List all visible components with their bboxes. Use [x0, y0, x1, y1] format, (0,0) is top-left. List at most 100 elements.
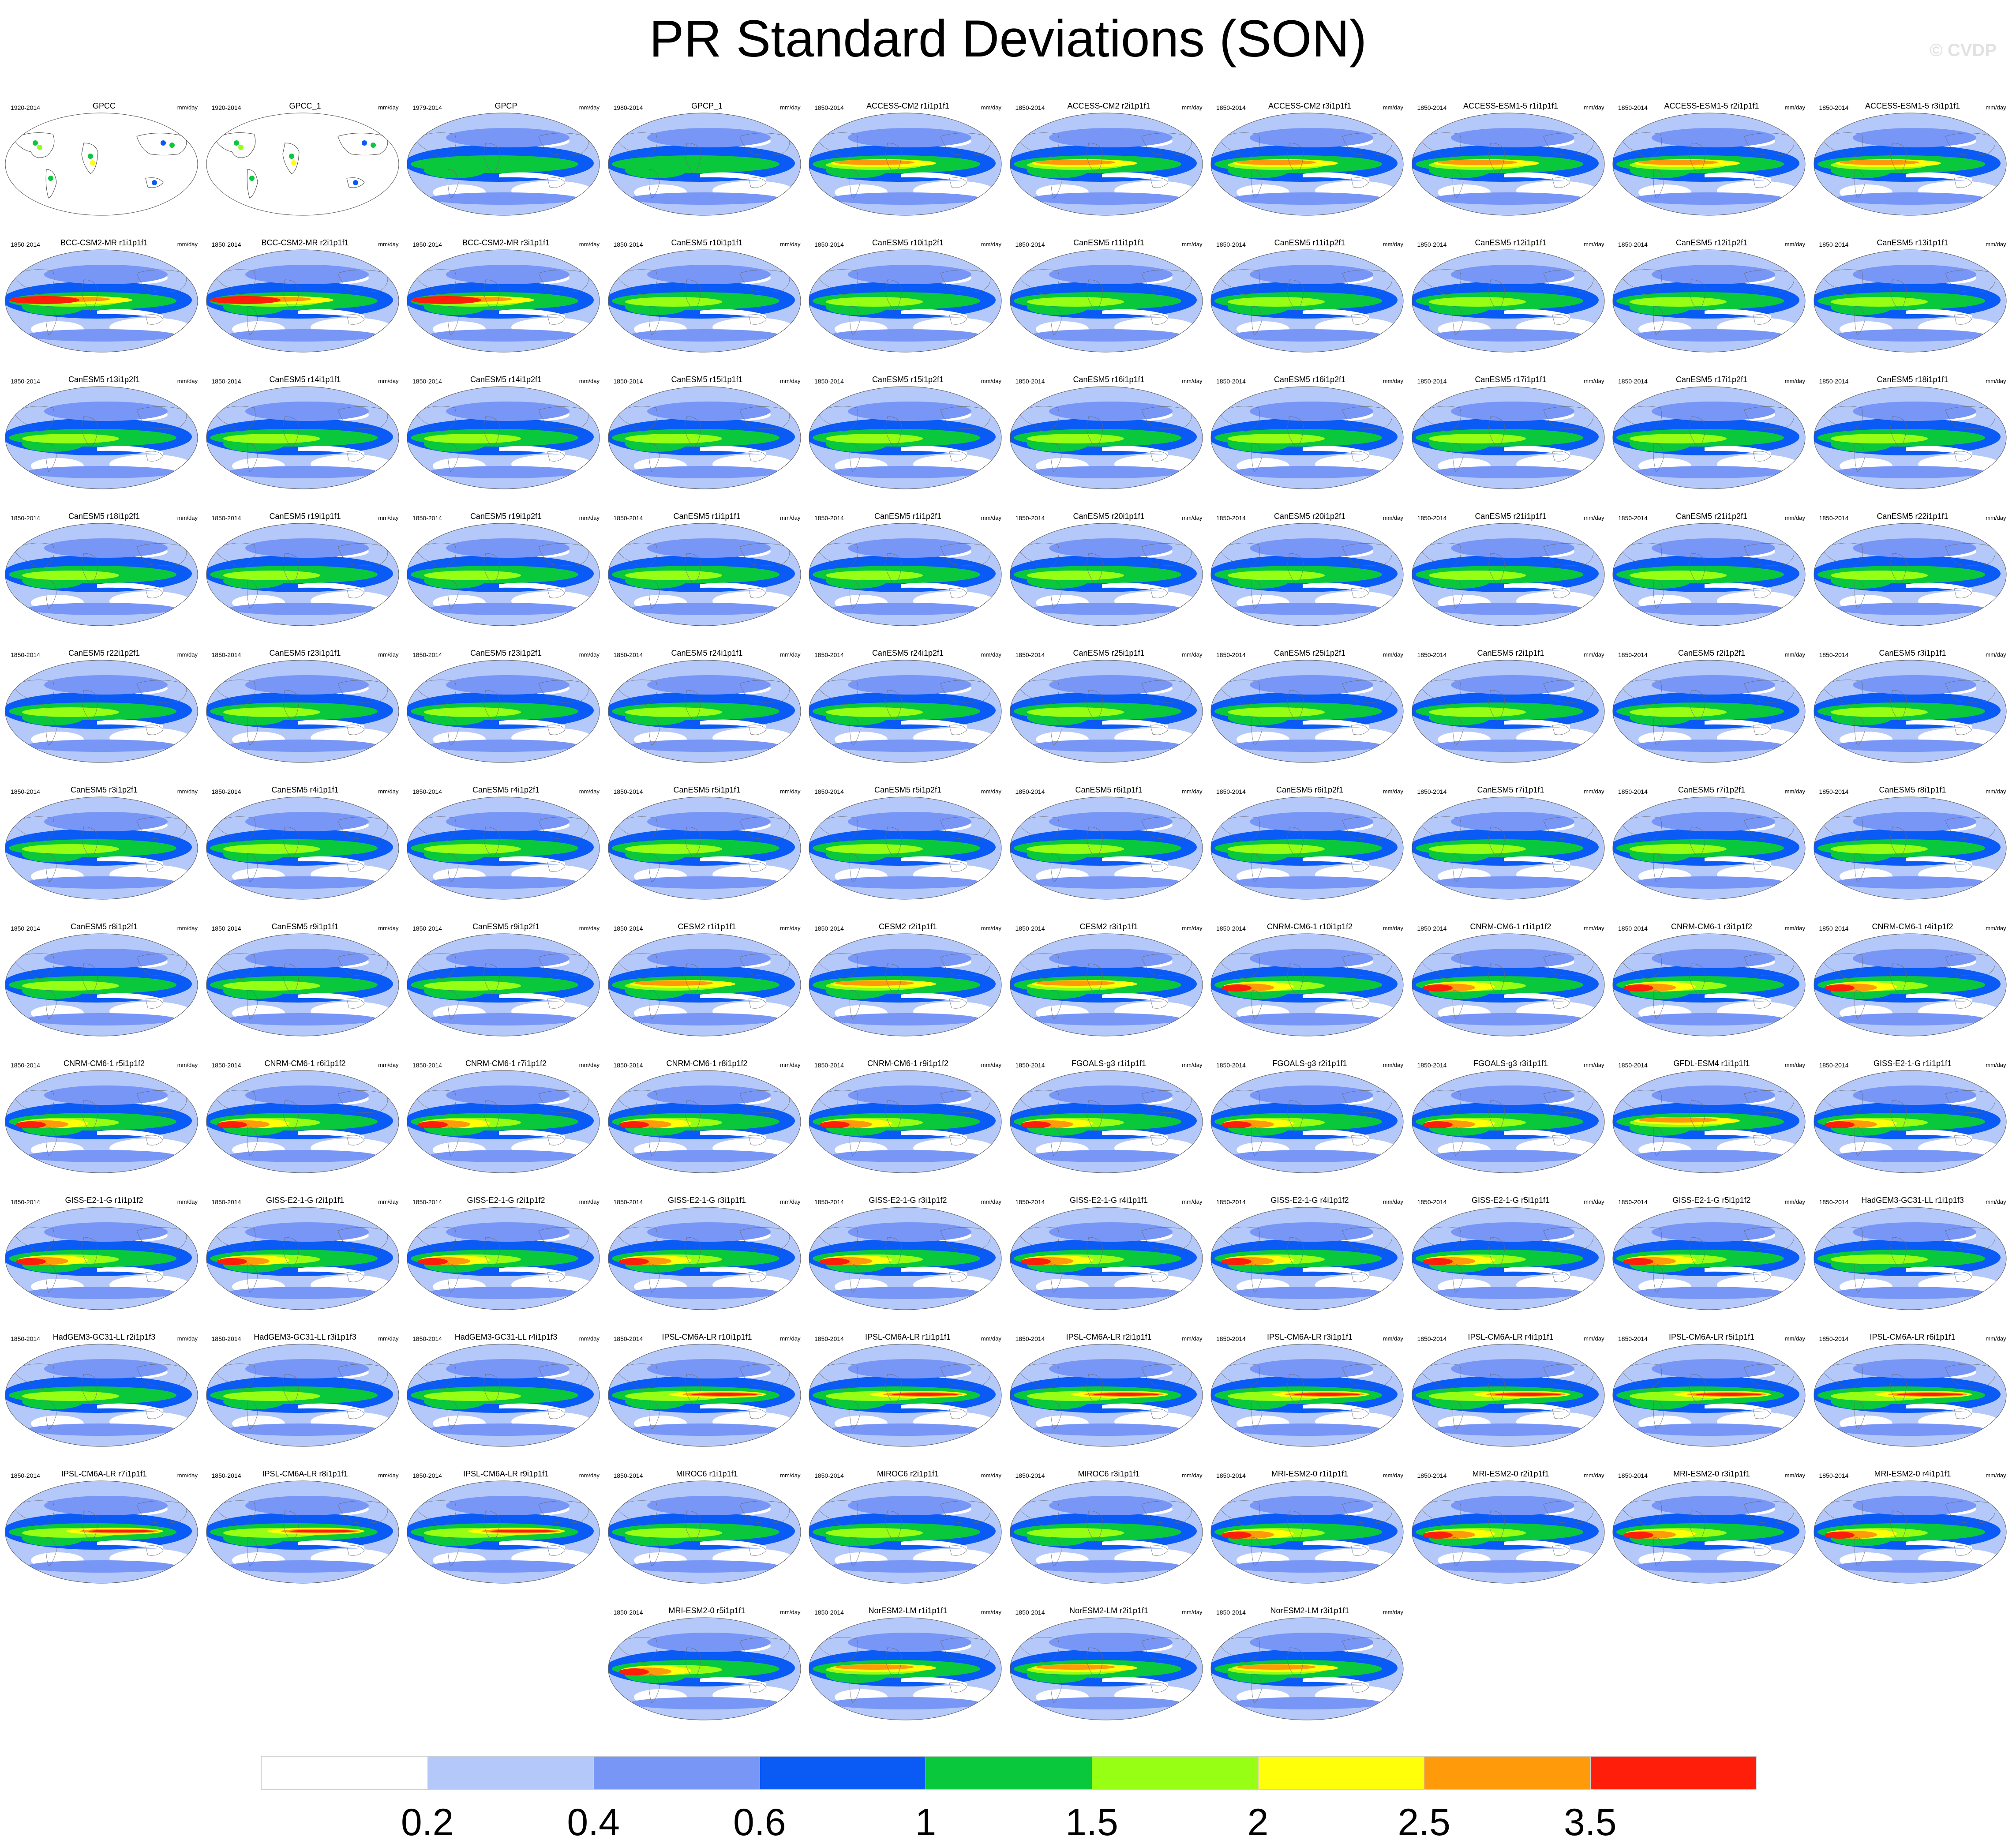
world-map: [1010, 386, 1203, 489]
panel-units: mm/day: [1182, 651, 1203, 658]
world-map: [608, 249, 801, 353]
panel-header: 1850-2014 CanESM5 r19i1p1f1 mm/day: [206, 511, 405, 524]
panel-title: CanESM5 r2i1p2f1: [1678, 649, 1746, 657]
world-map: [5, 796, 198, 900]
panel-period: 1850-2014: [613, 241, 643, 248]
panel-units: mm/day: [1182, 378, 1203, 384]
map-panel: 1850-2014 CanESM5 r21i1p2f1 mm/day: [1612, 511, 1811, 651]
panel-period: 1850-2014: [11, 1198, 40, 1206]
map-panel: 1850-2014 CNRM-CM6-1 r1i1p1f2 mm/day: [1411, 921, 1611, 1062]
panel-period: 1850-2014: [1417, 104, 1447, 111]
panel-period: 1850-2014: [211, 651, 241, 658]
map-panel: 1850-2014 ACCESS-ESM1-5 r3i1p1f1 mm/day: [1813, 101, 2012, 241]
panel-units: mm/day: [1584, 378, 1604, 384]
panel-period: 1850-2014: [1216, 788, 1246, 795]
map-panel: 1850-2014 FGOALS-g3 r2i1p1f1 mm/day: [1210, 1058, 1409, 1198]
world-map: [809, 1207, 1002, 1310]
colorbar-tick-label: 2.5: [1398, 1801, 1450, 1844]
panel-header: 1850-2014 CanESM5 r9i1p2f1 mm/day: [406, 921, 606, 935]
panel-period: 1850-2014: [1216, 515, 1246, 522]
map-panel: 1850-2014 CanESM5 r19i1p1f1 mm/day: [206, 511, 405, 651]
world-map: [1412, 1070, 1604, 1173]
panel-units: mm/day: [1383, 925, 1403, 931]
world-map: [1612, 1070, 1806, 1173]
panel-period: 1850-2014: [1618, 104, 1648, 111]
map-panel: 1850-2014 CanESM5 r4i1p2f1 mm/day: [406, 785, 606, 925]
panel-period: 1850-2014: [613, 1062, 643, 1069]
panel-period: 1850-2014: [1618, 241, 1648, 248]
panel-title: CanESM5 r2i1p1f1: [1477, 649, 1544, 657]
panel-period: 1850-2014: [11, 241, 40, 248]
panel-title: GPCP_1: [691, 101, 723, 110]
panel-period: 1850-2014: [1015, 241, 1045, 248]
panel-title: MRI-ESM2-0 r1i1p1f1: [1271, 1469, 1349, 1478]
world-map: [608, 660, 801, 763]
panel-units: mm/day: [1584, 515, 1604, 521]
panel-units: mm/day: [780, 1472, 801, 1479]
panel-header: 1850-2014 IPSL-CM6A-LR r4i1p1f1 mm/day: [1411, 1332, 1611, 1345]
panel-units: mm/day: [1784, 1062, 1805, 1068]
map-panel: 1920-2014 GPCC mm/day: [4, 101, 204, 241]
panel-title: GISS-E2-1-G r2i1p1f2: [467, 1196, 545, 1205]
panel-header: 1850-2014 CanESM5 r16i1p1f1 mm/day: [1009, 374, 1209, 387]
world-map: [1814, 660, 2006, 763]
panel-units: mm/day: [378, 104, 399, 111]
panel-period: 1850-2014: [814, 1062, 844, 1069]
map-panel: 1850-2014 CanESM5 r15i1p1f1 mm/day: [607, 374, 807, 515]
panel-units: mm/day: [378, 1472, 399, 1479]
panel-title: CanESM5 r1i1p2f1: [874, 512, 942, 521]
panel-header: 1850-2014 CNRM-CM6-1 r7i1p1f2 mm/day: [406, 1058, 606, 1071]
panel-period: 1850-2014: [613, 925, 643, 932]
colorbar-swatch: [1258, 1756, 1425, 1790]
panel-units: mm/day: [1986, 651, 2006, 658]
panel-period: 1850-2014: [211, 241, 241, 248]
panel-units: mm/day: [579, 925, 600, 931]
panel-period: 1850-2014: [814, 104, 844, 111]
panel-title: ACCESS-ESM1-5 r3i1p1f1: [1865, 101, 1960, 110]
panel-period: 1850-2014: [1618, 1062, 1648, 1069]
panel-period: 1850-2014: [11, 1335, 40, 1342]
map-panel: 1850-2014 CanESM5 r4i1p1f1 mm/day: [206, 785, 405, 925]
world-map: [5, 249, 198, 353]
panel-period: 1850-2014: [412, 378, 442, 385]
panel-title: CanESM5 r8i1p2f1: [70, 922, 138, 931]
panel-title: FGOALS-g3 r1i1p1f1: [1071, 1059, 1147, 1068]
panel-units: mm/day: [177, 1198, 198, 1205]
map-panel: 1850-2014 CanESM5 r18i1p1f1 mm/day: [1813, 374, 2012, 515]
panel-header: 1920-2014 GPCC_1 mm/day: [206, 101, 405, 114]
panel-units: mm/day: [1986, 1335, 2006, 1342]
panel-title: CanESM5 r20i1p1f1: [1073, 512, 1145, 521]
panel-title: CNRM-CM6-1 r4i1p1f2: [1872, 922, 1953, 931]
world-map: [809, 1344, 1002, 1447]
panel-units: mm/day: [177, 515, 198, 521]
panel-period: 1850-2014: [412, 788, 442, 795]
map-panel: 1850-2014 GISS-E2-1-G r2i1p1f2 mm/day: [406, 1195, 606, 1335]
map-panel: 1979-2014 GPCP mm/day: [406, 101, 606, 241]
panel-period: 1850-2014: [1216, 378, 1246, 385]
world-map: [1210, 660, 1404, 763]
panel-period: 1850-2014: [211, 1198, 241, 1206]
world-map: [1210, 113, 1404, 216]
panel-title: BCC-CSM2-MR r2i1p1f1: [261, 238, 349, 247]
panel-title: FGOALS-g3 r3i1p1f1: [1473, 1059, 1548, 1068]
panel-title: GPCP: [495, 101, 517, 110]
panel-header: 1850-2014 CanESM5 r6i1p2f1 mm/day: [1210, 785, 1409, 798]
panel-title: CanESM5 r11i1p1f1: [1073, 238, 1144, 247]
map-panel: 1850-2014 HadGEM3-GC31-LL r4i1p1f3 mm/day: [406, 1332, 606, 1472]
panel-units: mm/day: [1182, 788, 1203, 795]
panel-header: 1850-2014 CanESM5 r5i1p1f1 mm/day: [607, 785, 807, 798]
panel-title: CanESM5 r24i1p1f1: [671, 649, 743, 657]
panel-title: CanESM5 r16i1p2f1: [1274, 375, 1346, 384]
world-map: [809, 796, 1002, 900]
panel-header: 1850-2014 CNRM-CM6-1 r9i1p1f2 mm/day: [808, 1058, 1008, 1071]
panel-period: 1850-2014: [211, 1472, 241, 1479]
panel-header: 1850-2014 CanESM5 r11i1p2f1 mm/day: [1210, 237, 1409, 251]
panel-period: 1850-2014: [1819, 241, 1849, 248]
panel-title: GISS-E2-1-G r3i1p1f1: [667, 1196, 746, 1205]
panel-period: 1850-2014: [412, 925, 442, 932]
map-panel: 1850-2014 FGOALS-g3 r1i1p1f1 mm/day: [1009, 1058, 1209, 1198]
world-map: [1612, 113, 1806, 216]
panel-units: mm/day: [780, 104, 801, 111]
panel-title: CanESM5 r10i1p1f1: [671, 238, 743, 247]
world-map: [1010, 660, 1203, 763]
